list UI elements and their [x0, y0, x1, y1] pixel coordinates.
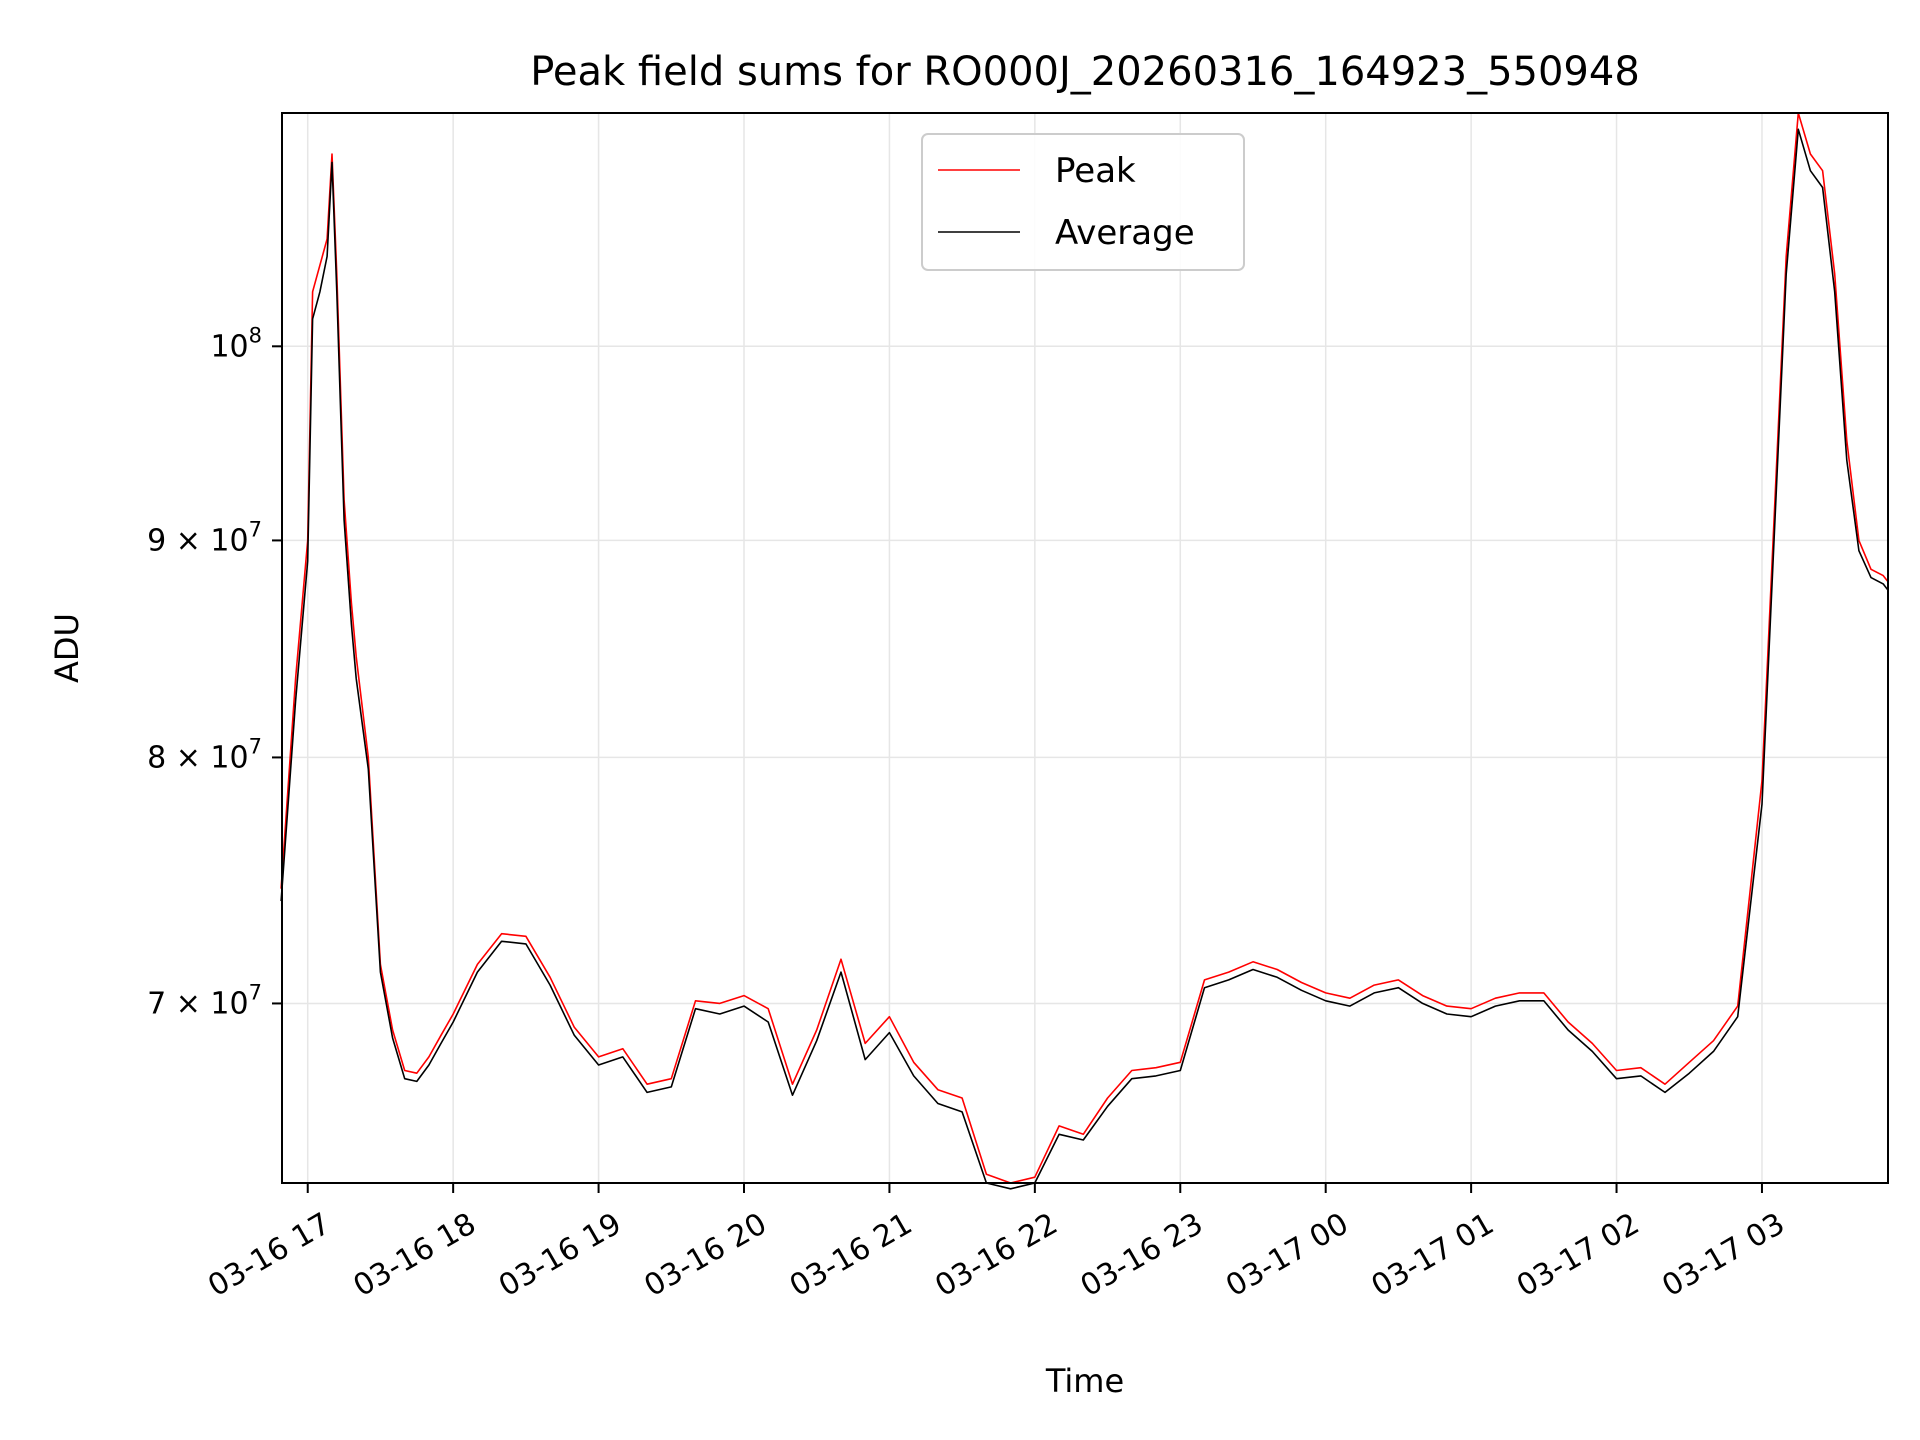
grid — [282, 113, 1888, 1183]
y-tick-label: 8 × 107 — [147, 734, 262, 775]
legend-label-average: Average — [1055, 213, 1195, 253]
legend: Peak Average — [921, 133, 1245, 271]
y-tick-label: 9 × 107 — [147, 517, 262, 558]
legend-box — [921, 133, 1245, 271]
legend-label-peak: Peak — [1055, 151, 1136, 191]
y-axis-title: ADU — [48, 613, 86, 683]
x-axis-title: Time — [1045, 1362, 1124, 1400]
chart-title: Peak field sums for RO000J_20260316_1649… — [530, 49, 1640, 95]
y-axis: 7 × 107 8 × 107 9 × 107 108 — [147, 323, 282, 1021]
plot-area-frame — [281, 112, 1889, 1184]
y-tick-label: 7 × 107 — [147, 980, 262, 1021]
y-tick-label: 108 — [210, 323, 262, 364]
series-line-average — [280, 128, 1889, 1190]
